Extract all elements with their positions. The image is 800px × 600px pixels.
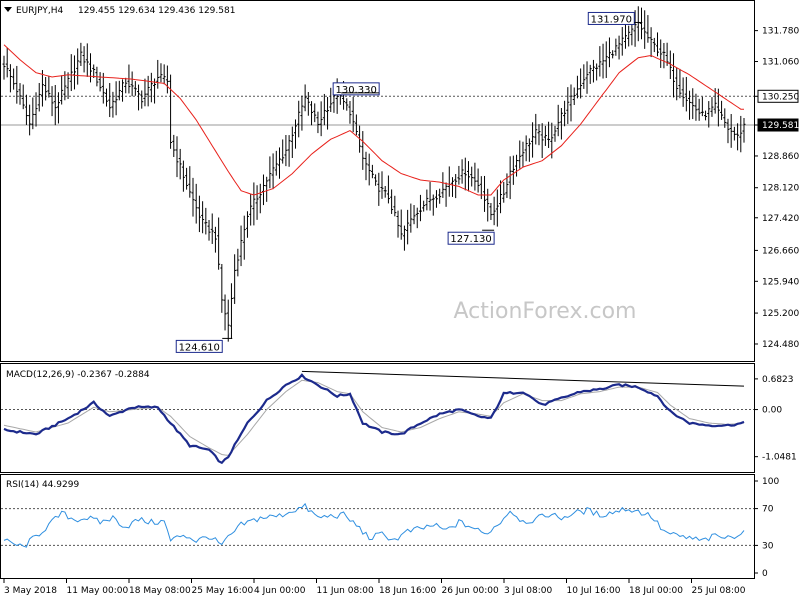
time-axis-label: 18 Jun 16:00 <box>379 586 436 596</box>
price-annotation-box <box>587 11 635 25</box>
rsi-axis-label: 70 <box>762 505 774 515</box>
time-axis-label: 26 Jun 00:00 <box>442 586 499 596</box>
time-axis-label: 3 May 2018 <box>4 586 57 596</box>
moving-average-line <box>3 44 744 196</box>
price-annotation-box <box>332 82 380 96</box>
time-axis-label: 4 Jun 00:00 <box>254 586 306 596</box>
price-axis-label: 125.940 <box>762 277 799 287</box>
price-axis: 131.780 131.060 130.250 129.581 128.860 128.1… <box>754 27 799 350</box>
level-price-label: 130.250 <box>762 92 799 102</box>
macd-panel-frame <box>0 363 755 473</box>
rsi-axis: 100 70 30 0 <box>754 477 779 579</box>
price-axis-label: 126.660 <box>762 246 799 256</box>
price-axis-label: 131.780 <box>762 27 799 37</box>
level-price-box <box>757 89 799 103</box>
price-annotation-label: 127.130 <box>450 234 491 245</box>
rsi-axis-label: 30 <box>762 541 774 551</box>
macd-axis-label: -1.0481 <box>762 453 797 463</box>
rsi-title: RSI(14) 44.9299 <box>6 480 79 490</box>
time-axis-label: 25 May 16:00 <box>192 586 254 596</box>
macd-axis: 0.6823 0.00 -1.0481 <box>754 375 797 463</box>
current-price-box <box>757 118 799 132</box>
current-price-label: 129.581 <box>762 121 799 131</box>
price-annotation-box <box>447 231 495 245</box>
macd-main-line <box>3 373 745 465</box>
price-axis-label: 131.060 <box>762 58 799 68</box>
price-annotation-box <box>175 339 223 353</box>
time-axis-label: 18 May 08:00 <box>129 586 191 596</box>
price-axis-label: 128.120 <box>762 184 799 194</box>
price-panel-frame <box>0 0 755 362</box>
macd-trend-line <box>301 370 745 387</box>
price-annotations: 124.610 130.330 127.130 131.970 <box>175 11 643 353</box>
rsi-axis-label: 100 <box>762 477 779 487</box>
time-axis-label: 18 Jul 00:00 <box>629 586 683 596</box>
macd-axis-label: 0.00 <box>762 406 782 416</box>
price-axis-label: 124.480 <box>762 340 799 350</box>
menu-triangle-icon[interactable] <box>4 7 12 12</box>
rsi-axis-label: 0 <box>762 569 768 579</box>
price-axis-label: 128.860 <box>762 152 799 162</box>
watermark: ActionForex.com <box>454 299 637 324</box>
price-annotation-label: 130.330 <box>335 85 376 96</box>
rsi-panel-frame <box>0 474 755 579</box>
ohlc-values: 129.455 129.634 129.436 129.581 <box>78 6 235 16</box>
price-levels <box>1 95 754 126</box>
price-axis-label: 127.420 <box>762 214 799 224</box>
time-axis-label: 3 Jul 08:00 <box>504 586 553 596</box>
symbol-timeframe: EURJPY,H4 <box>16 6 64 16</box>
time-axis: 3 May 2018 11 May 00:00 18 May 08:00 25 May… <box>3 579 746 596</box>
rsi-levels <box>1 508 754 546</box>
price-annotation-label: 131.970 <box>591 14 632 25</box>
price-annotation-label: 124.610 <box>179 342 220 353</box>
price-axis-label: 125.200 <box>762 309 799 319</box>
time-axis-label: 11 May 00:00 <box>67 586 129 596</box>
time-axis-label: 25 Jul 08:00 <box>692 586 746 596</box>
macd-axis-label: 0.6823 <box>762 375 794 385</box>
price-bars <box>2 6 746 342</box>
rsi-line <box>3 502 745 548</box>
time-axis-label: 11 Jun 08:00 <box>317 586 374 596</box>
macd-title: MACD(12,26,9) -0.2367 -0.2884 <box>6 370 150 380</box>
time-axis-label: 10 Jul 16:00 <box>567 586 621 596</box>
